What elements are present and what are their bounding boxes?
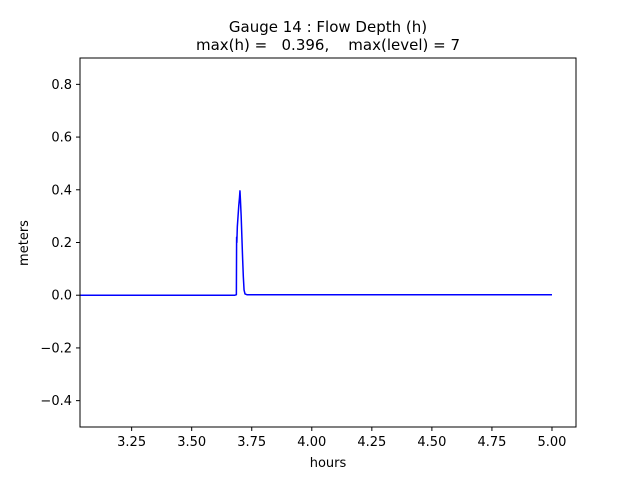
series-lines xyxy=(80,190,552,296)
x-tick-label: 5.00 xyxy=(538,435,567,450)
y-tick-label: 0.8 xyxy=(51,78,72,93)
x-tick-label: 4.75 xyxy=(477,435,506,450)
series-line-0 xyxy=(80,190,552,296)
chart-title-line2: max(h) = 0.396, max(level) = 7 xyxy=(196,36,460,54)
x-tick-label: 4.25 xyxy=(357,435,386,450)
y-axis-label: meters xyxy=(17,220,32,266)
x-tick-label: 4.50 xyxy=(417,435,446,450)
y-tick-label: 0.0 xyxy=(51,289,72,304)
x-axis-ticks: 3.25 3.50 3.75 4.00 4.25 4.50 4.75 5.00 xyxy=(117,427,566,450)
y-axis-ticks: −0.4 −0.2 0.0 0.2 0.4 0.6 0.8 xyxy=(40,78,80,409)
y-tick-label: −0.4 xyxy=(40,394,72,409)
x-tick-label: 4.00 xyxy=(297,435,326,450)
chart-title-line1: Gauge 14 : Flow Depth (h) xyxy=(229,18,427,36)
x-tick-label: 3.75 xyxy=(237,435,266,450)
x-axis-label: hours xyxy=(310,456,347,471)
x-tick-label: 3.50 xyxy=(177,435,206,450)
x-tick-label: 3.25 xyxy=(117,435,146,450)
y-tick-label: 0.6 xyxy=(51,131,72,146)
y-tick-label: 0.2 xyxy=(51,236,72,251)
y-tick-label: −0.2 xyxy=(40,341,72,356)
plot-area xyxy=(79,57,577,428)
axes-frame xyxy=(79,57,577,428)
y-tick-label: 0.4 xyxy=(51,183,72,198)
